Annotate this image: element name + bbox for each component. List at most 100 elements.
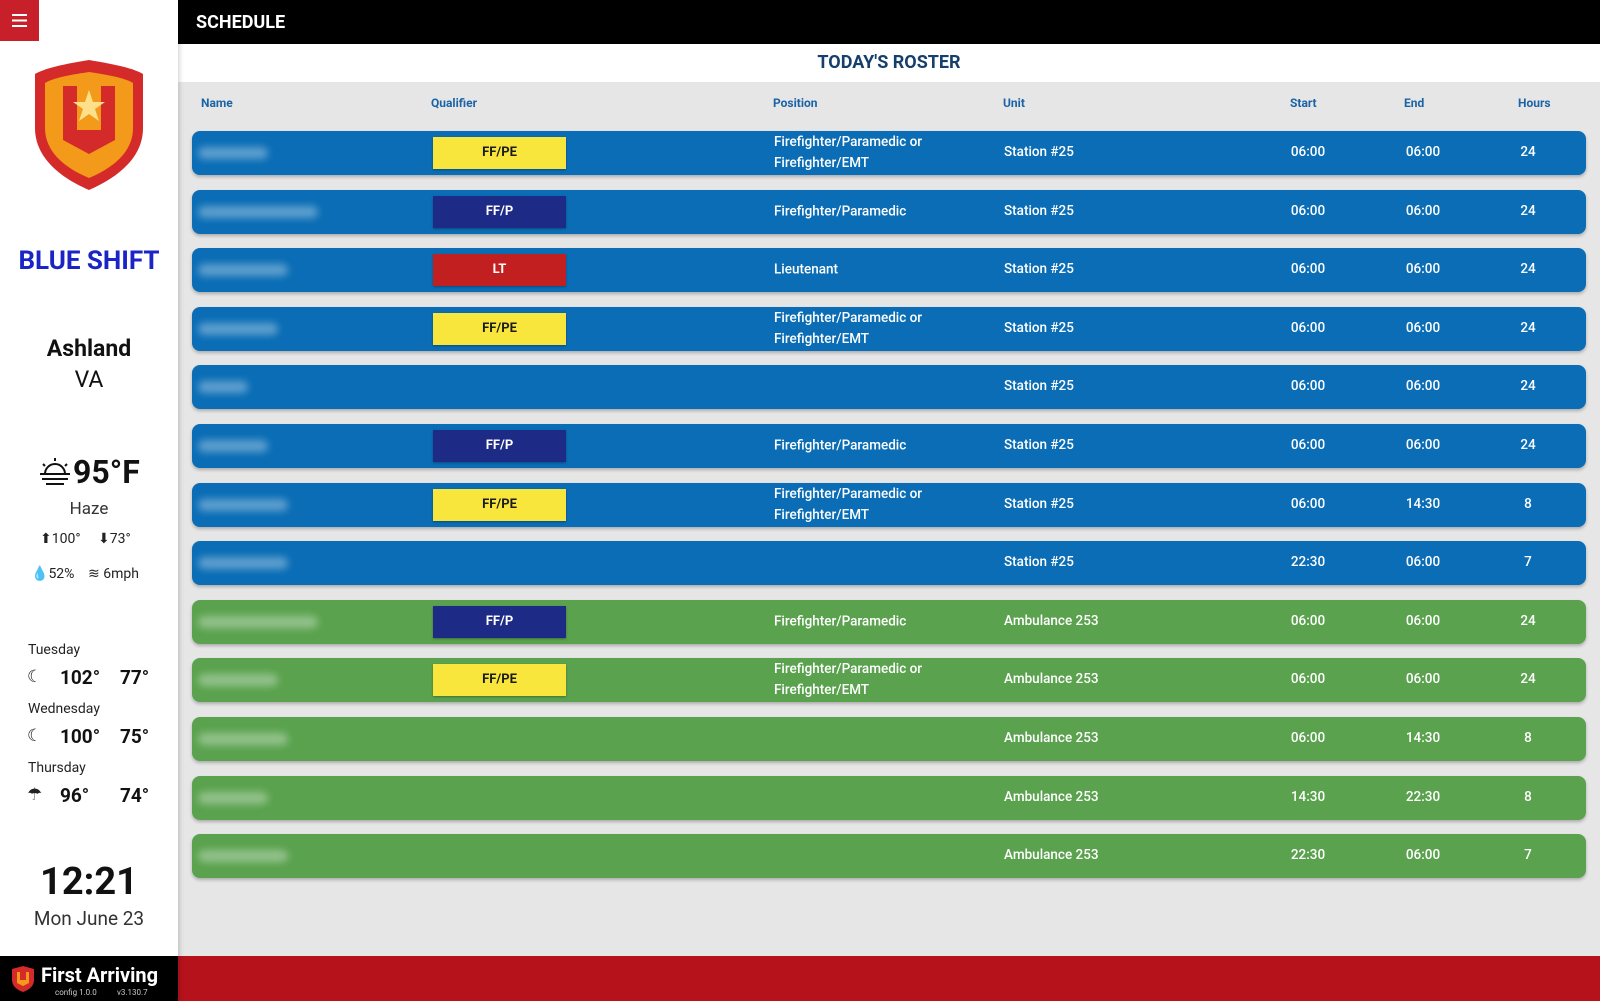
low-text: 73° — [109, 531, 131, 547]
unit: Station #25 — [1004, 319, 1074, 336]
forecast-low: 75° — [120, 725, 150, 748]
roster-row: FF/P Firefighter/Paramedic Station #25 06:0… — [192, 424, 1586, 468]
city: Ashland — [46, 335, 132, 362]
roster-row: FF/PE Firefighter/Paramedic or Firefighte… — [192, 658, 1586, 703]
end-time: 06:00 — [1405, 554, 1441, 571]
name-redacted — [198, 850, 288, 863]
position: Firefighter/Paramedic — [774, 437, 907, 454]
current-temp: 95°F — [73, 453, 140, 491]
roster-row: Station #25 06:00 06:00 24 — [192, 365, 1586, 410]
unit: Station #25 — [1004, 144, 1074, 160]
roster-row: FF/PE Firefighter/Paramedic or Firefighte… — [192, 131, 1586, 175]
column-header: Qualifier — [431, 96, 477, 110]
name-redacted — [198, 615, 318, 628]
name-redacted — [198, 674, 278, 687]
start-time: 06:00 — [1290, 319, 1326, 336]
start-time: 06:00 — [1290, 202, 1326, 219]
end-time: 14:30 — [1405, 730, 1441, 746]
position: Firefighter/Paramedic — [774, 203, 907, 220]
start-time: 06:00 — [1290, 261, 1326, 278]
qualifier-badge: LT — [433, 254, 566, 287]
end-time: 06:00 — [1405, 378, 1441, 395]
end-time: 06:00 — [1405, 144, 1441, 160]
unit: Ambulance 253 — [1004, 847, 1099, 864]
position: Firefighter/Paramedic or Firefighter/EMT — [774, 309, 923, 347]
name-redacted — [198, 440, 268, 452]
start-time: 06:00 — [1290, 495, 1326, 512]
wind: ≋ 6mph — [88, 566, 139, 582]
sidebar: BLUE SHIFT Ashland VA 95°F Haze ⬆100° ⬇7… — [0, 0, 178, 1001]
hours: 24 — [1520, 378, 1536, 395]
forecast-high: 102° — [60, 666, 101, 689]
brand-logo — [12, 966, 34, 992]
brand-name: First Arriving — [41, 963, 159, 987]
forecast-icon: ☂ — [27, 785, 43, 805]
position: Firefighter/Paramedic or Firefighter/EMT — [774, 485, 923, 523]
column-header: Hours — [1518, 96, 1551, 110]
end-time: 06:00 — [1405, 319, 1441, 336]
unit: Station #25 — [1004, 378, 1074, 395]
roster-row: FF/P Firefighter/Paramedic Ambulance 253 06… — [192, 599, 1586, 644]
logo — [35, 60, 143, 190]
hours: 8 — [1524, 788, 1532, 805]
hours: 24 — [1520, 261, 1536, 278]
end-time: 22:30 — [1405, 788, 1441, 805]
roster-row: Ambulance 253 22:30 06:00 7 — [192, 834, 1586, 879]
end-time: 06:00 — [1405, 437, 1441, 453]
menu-button[interactable] — [0, 0, 39, 41]
top-bar: SCHEDULE — [178, 0, 1600, 44]
unit: Station #25 — [1004, 261, 1074, 278]
page-title: SCHEDULE — [196, 12, 286, 33]
end-time: 14:30 — [1405, 495, 1441, 512]
config: config 1.0.0 — [55, 988, 97, 997]
bottom-bar: First Arriving config 1.0.0 v3.130.7 — [0, 956, 1600, 1001]
qualifier-badge: FF/PE — [433, 312, 566, 345]
forecast-icon: ☾ — [27, 726, 43, 746]
roster-row: LT Lieutenant Station #25 06:00 06:00 24 — [192, 248, 1586, 293]
name-redacted — [198, 205, 318, 218]
name-redacted — [198, 322, 278, 335]
column-header: Name — [201, 96, 233, 110]
start-time: 14:30 — [1290, 788, 1326, 805]
name-redacted — [198, 381, 248, 394]
end-time: 06:00 — [1405, 847, 1441, 864]
hours: 24 — [1520, 671, 1536, 688]
name-redacted — [198, 557, 288, 570]
hours: 24 — [1520, 612, 1536, 629]
column-header: Unit — [1003, 96, 1025, 110]
name-redacted — [198, 147, 268, 159]
roster-row: Ambulance 253 14:30 22:30 8 — [192, 775, 1586, 820]
unit: Ambulance 253 — [1004, 788, 1099, 805]
start-time: 06:00 — [1290, 437, 1326, 453]
unit: Station #25 — [1004, 437, 1074, 453]
humidity: 💧52% — [31, 566, 75, 582]
forecast-low: 74° — [120, 784, 150, 807]
wind-text: 6mph — [103, 566, 139, 582]
roster-row: Ambulance 253 06:00 14:30 8 — [192, 717, 1586, 761]
roster-row: FF/PE Firefighter/Paramedic or Firefighte… — [192, 482, 1586, 527]
hours: 24 — [1520, 144, 1536, 160]
position: Firefighter/Paramedic or Firefighter/EMT — [774, 661, 923, 699]
forecast-low: 77° — [120, 666, 150, 689]
hours: 24 — [1520, 202, 1536, 219]
hours: 7 — [1524, 554, 1532, 571]
qualifier-badge: FF/PE — [433, 664, 566, 697]
column-header: Start — [1290, 96, 1317, 110]
start-time: 06:00 — [1290, 730, 1326, 746]
qualifier-badge: FF/P — [433, 605, 566, 638]
end-time: 06:00 — [1405, 202, 1441, 219]
high: ⬆100° — [40, 531, 81, 547]
forecast-day: Tuesday — [28, 642, 81, 658]
column-header: Position — [773, 96, 818, 110]
name-redacted — [198, 733, 288, 745]
position: Firefighter/Paramedic — [774, 613, 907, 630]
forecast-icon: ☾ — [27, 667, 43, 687]
weather-icon — [40, 458, 70, 485]
start-time: 06:00 — [1290, 378, 1326, 395]
roster-row: FF/P Firefighter/Paramedic Station #25 06:0… — [192, 189, 1586, 234]
position: Firefighter/Paramedic or Firefighter/EMT — [774, 134, 923, 171]
end-time: 06:00 — [1405, 261, 1441, 278]
name-redacted — [198, 498, 288, 511]
unit: Station #25 — [1004, 495, 1074, 512]
